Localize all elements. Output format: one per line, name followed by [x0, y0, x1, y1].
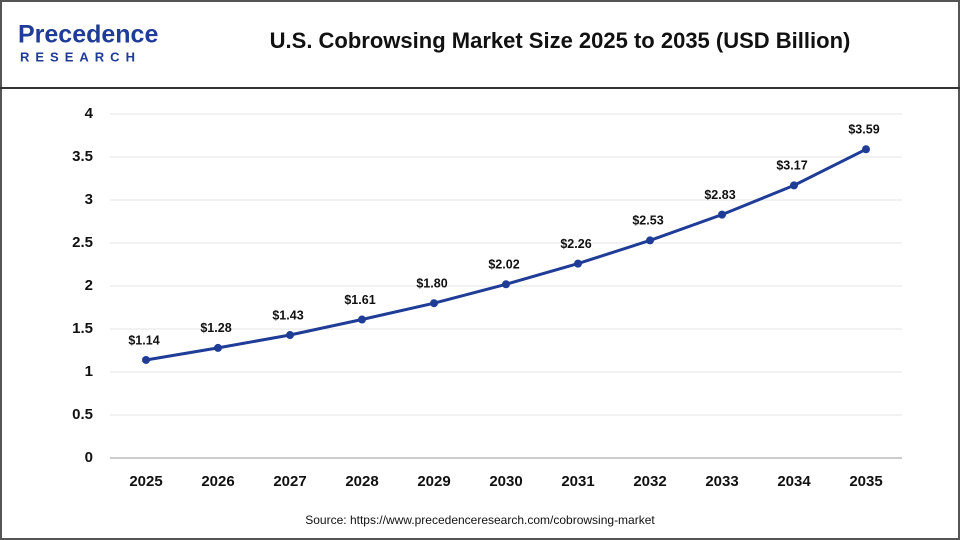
x-tick-label: 2033	[705, 473, 738, 490]
logo-sub: RESEARCH	[20, 49, 141, 64]
x-tick-label: 2025	[129, 473, 162, 490]
y-tick-label: 3.5	[72, 148, 93, 165]
data-point	[430, 299, 438, 308]
value-label: $2.02	[488, 258, 519, 272]
y-tick-label: 3	[85, 191, 93, 208]
value-label: $1.61	[344, 293, 375, 307]
data-point	[142, 355, 150, 364]
x-tick-label: 2031	[561, 473, 594, 490]
y-tick-label: 1	[85, 363, 93, 380]
data-point	[718, 210, 726, 219]
data-point	[574, 259, 582, 268]
x-tick-label: 2027	[273, 473, 306, 490]
source: Source: https://www.precedenceresearch.c…	[305, 513, 655, 527]
x-tick-label: 2030	[489, 473, 522, 490]
data-point	[646, 236, 654, 245]
chart-title: U.S. Cobrowsing Market Size 2025 to 2035…	[270, 28, 851, 53]
value-label: $1.28	[200, 321, 231, 335]
y-tick-label: 2.5	[72, 234, 93, 251]
x-tick-label: 2028	[345, 473, 378, 490]
data-point	[862, 145, 870, 154]
y-tick-label: 2	[85, 277, 93, 294]
value-label: $2.53	[632, 214, 663, 228]
value-label: $2.26	[560, 237, 591, 251]
logo-name: Precedence	[18, 21, 158, 49]
data-point	[502, 280, 510, 289]
value-label: $1.14	[128, 333, 159, 347]
x-tick-label: 2026	[201, 473, 234, 490]
y-tick-label: 1.5	[72, 320, 93, 337]
y-tick-label: 0	[85, 449, 93, 466]
value-label: $3.59	[848, 123, 879, 137]
data-point	[790, 181, 798, 190]
data-point	[286, 331, 294, 340]
x-tick-label: 2035	[849, 473, 882, 490]
data-point	[214, 343, 222, 352]
value-label: $2.83	[704, 188, 735, 202]
value-label: $1.43	[272, 308, 303, 322]
x-tick-label: 2029	[417, 473, 450, 490]
value-label: $3.17	[776, 159, 807, 173]
x-tick-label: 2034	[777, 473, 811, 490]
y-tick-label: 0.5	[72, 406, 93, 423]
value-label: $1.80	[416, 276, 447, 290]
data-point	[358, 315, 366, 324]
y-tick-label: 4	[85, 105, 94, 122]
x-tick-label: 2032	[633, 473, 666, 490]
